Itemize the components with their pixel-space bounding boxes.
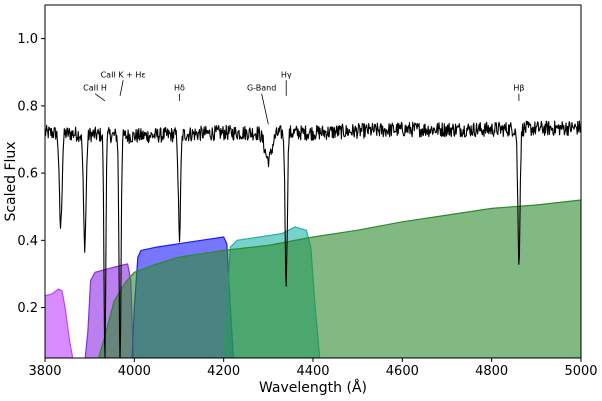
line-label-leader xyxy=(119,80,124,96)
line-label-text: Hδ xyxy=(174,84,185,93)
x-tick-label: 4000 xyxy=(118,364,151,379)
line-label-text: Hγ xyxy=(281,70,292,79)
x-tick-label: 3800 xyxy=(28,364,61,379)
line-label-text: G-Band xyxy=(247,84,276,93)
line-label-leader xyxy=(94,93,106,102)
y-tick-label: 1.0 xyxy=(17,32,38,47)
line-label: CaII K + Hε xyxy=(101,70,146,96)
line-label: Hδ xyxy=(174,84,185,101)
line-label: Hβ xyxy=(513,84,524,101)
line-label-text: CaII K + Hε xyxy=(101,70,146,79)
y-axis-title: Scaled Flux xyxy=(3,141,19,221)
x-axis-title: Wavelength (Å) xyxy=(259,379,367,396)
y-axis: 0.2 0.4 0.6 0.8 1.0 xyxy=(17,32,45,316)
line-label: Hγ xyxy=(281,70,292,96)
filter-5-curve xyxy=(97,199,581,358)
filter-1-curve xyxy=(45,288,74,358)
y-tick-label: 0.6 xyxy=(17,167,38,182)
line-label-text: CaII H xyxy=(83,84,107,93)
line-labels: CaII H CaII K + Hε Hδ G-Band Hγ Hβ xyxy=(83,70,524,125)
x-tick-label: 4200 xyxy=(207,364,240,379)
y-tick-label: 0.8 xyxy=(17,99,38,114)
y-tick-label: 0.2 xyxy=(17,301,38,316)
y-tick-label: 0.4 xyxy=(17,234,38,249)
spectrum-line xyxy=(45,120,581,358)
line-label: G-Band xyxy=(247,84,276,125)
line-label: CaII H xyxy=(83,84,107,102)
line-label-leader xyxy=(261,93,269,125)
x-tick-label: 4600 xyxy=(386,364,419,379)
x-tick-label: 5000 xyxy=(564,364,597,379)
x-axis: 3800 4000 4200 4400 4600 4800 5000 xyxy=(28,358,598,379)
filter-curves xyxy=(45,199,581,358)
x-tick-label: 4800 xyxy=(475,364,508,379)
spectrum-layer xyxy=(45,120,581,358)
x-tick-label: 4400 xyxy=(296,364,329,379)
line-label-text: Hβ xyxy=(513,84,524,93)
